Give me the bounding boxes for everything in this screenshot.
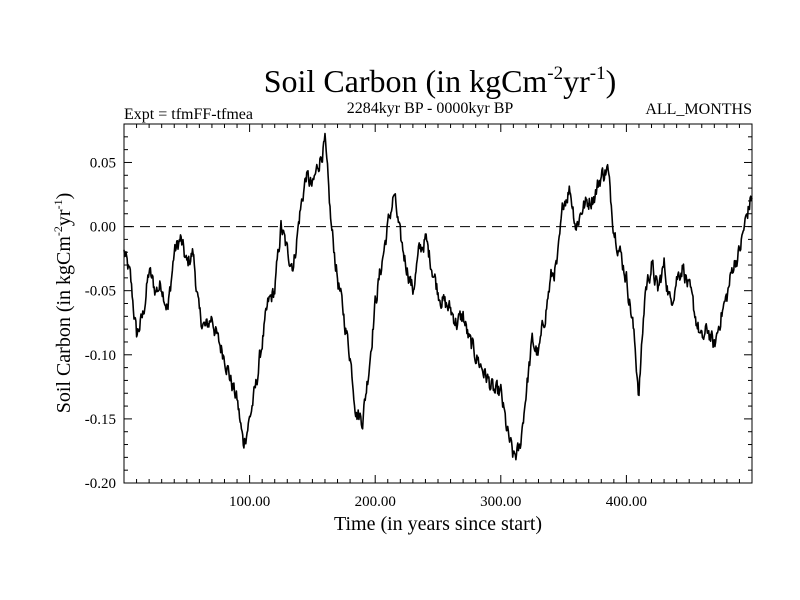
y-axis-label-exp2: -1	[51, 199, 65, 209]
y-axis-label: Soil Carbon (in kgCm-2yr-1)	[51, 193, 75, 414]
axis-ticks	[124, 124, 752, 484]
y-tick-label: -0.20	[85, 476, 116, 492]
y-axis-label-exp1: -2	[51, 226, 65, 236]
y-tick-label: -0.10	[85, 348, 116, 364]
chart-title-end: )	[606, 63, 617, 99]
chart-title-main: Soil Carbon (in kgCm	[264, 63, 548, 99]
y-tick-label: -0.05	[85, 284, 116, 300]
x-tick-label: 200.00	[355, 494, 396, 510]
chart-title-exp1: -2	[547, 63, 563, 84]
plot-frame	[123, 123, 753, 484]
x-axis-label: Time (in years since start)	[334, 513, 542, 535]
x-tick-label: 300.00	[480, 494, 521, 510]
y-tick-label: 0.05	[90, 155, 116, 171]
y-axis-label-end: )	[53, 193, 75, 200]
x-tick-label: 400.00	[606, 494, 647, 510]
y-axis-label-main: Soil Carbon (in kgCm	[53, 236, 75, 414]
subtitle-time-range: 2284kyr BP - 0000kyr BP	[347, 100, 514, 117]
x-tick-label: 100.00	[229, 494, 270, 510]
chart-title: Soil Carbon (in kgCm-2yr-1)	[264, 63, 617, 99]
y-tick-label: -0.15	[85, 412, 116, 428]
subtitle-months: ALL_MONTHS	[645, 101, 752, 118]
subtitle-experiment: Expt = tfmFF-tfmea	[124, 106, 253, 123]
series-line-soil-carbon	[123, 132, 753, 461]
y-axis-label-mid: yr	[53, 209, 75, 226]
y-tick-label: 0.00	[90, 220, 116, 236]
chart-title-exp2: -1	[590, 63, 606, 84]
axis-tick-labels: 100.00 200.00 300.00 400.00 -0.20 -0.15 -0.10 -…	[85, 155, 647, 510]
chart-title-mid: yr	[563, 63, 590, 99]
